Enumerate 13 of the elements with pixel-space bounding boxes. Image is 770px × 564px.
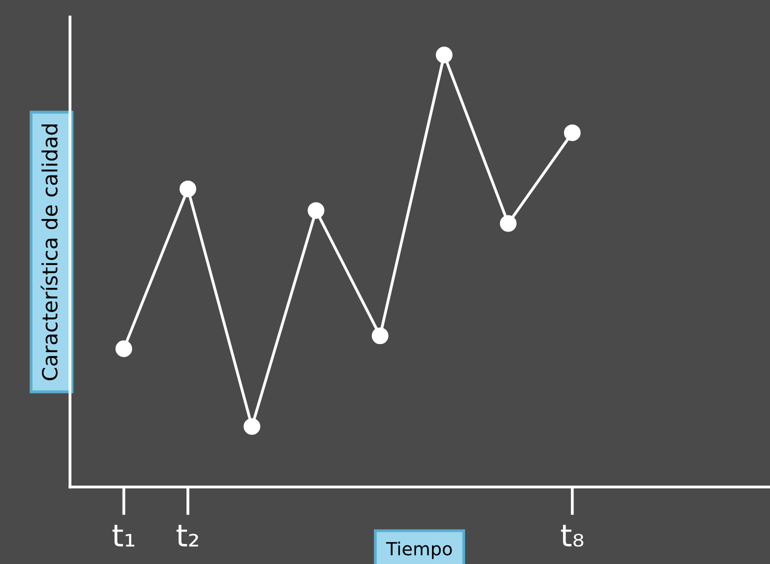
x-tick-label: t₁: [112, 524, 134, 546]
point: [564, 124, 581, 142]
x-axis-title: Tiempo: [386, 542, 452, 560]
point: [115, 340, 132, 358]
point: [308, 202, 324, 219]
point: [436, 46, 452, 64]
y-axis-title: Característica de calidad: [40, 124, 58, 380]
x-tick-label: t₂: [176, 524, 198, 546]
point: [372, 327, 388, 344]
x-tick-label: t₈: [561, 524, 584, 547]
point: [500, 215, 517, 232]
point: [180, 180, 196, 198]
point: [244, 418, 260, 435]
